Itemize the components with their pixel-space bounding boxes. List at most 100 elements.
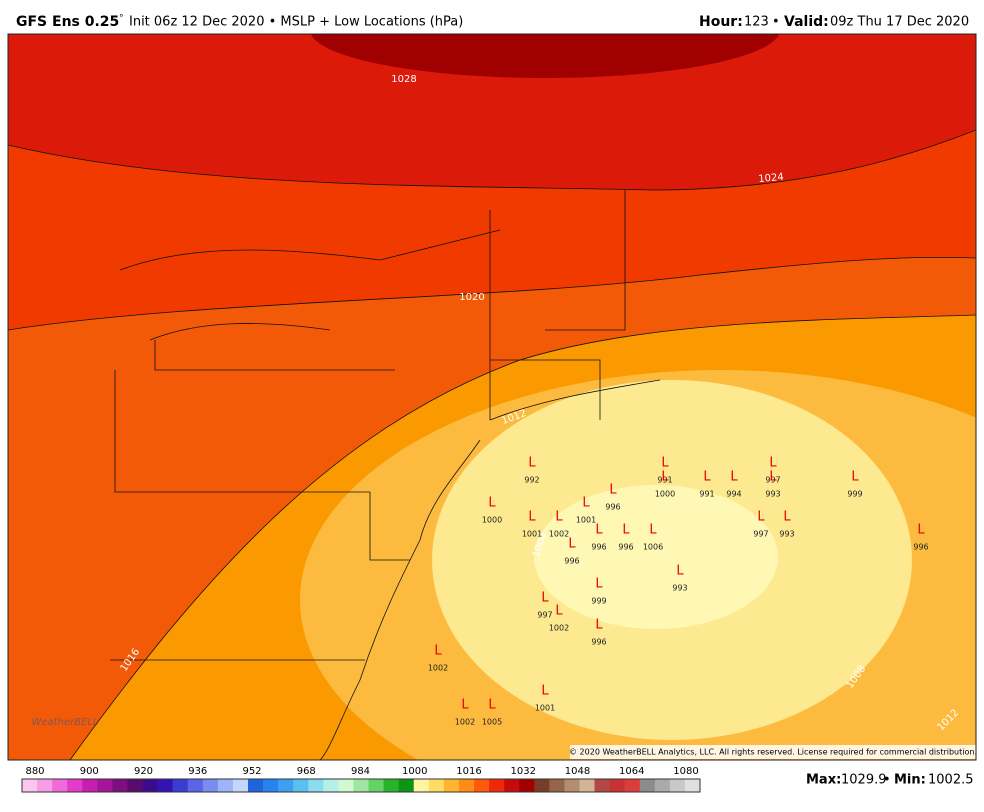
colorbar-swatch	[112, 779, 128, 792]
colorbar-swatch	[338, 779, 354, 792]
low-symbol: L	[676, 564, 684, 579]
colorbar-swatch	[474, 779, 490, 792]
low-symbol: L	[488, 698, 496, 713]
min: 1002.5	[928, 773, 974, 788]
colorbar-swatch	[549, 779, 565, 792]
logo: WeatherBELL	[31, 717, 98, 728]
low-pressure: 1000	[655, 490, 675, 499]
colorbar-tick-label: 1000	[402, 766, 427, 777]
description: Init 06z 12 Dec 2020 • MSLP + Low Locati…	[129, 15, 463, 30]
low-symbol: L	[461, 698, 469, 713]
low-symbol: L	[582, 496, 590, 511]
low-pressure: 997	[537, 611, 552, 620]
colorbar-swatch	[443, 779, 460, 792]
low-pressure: 996	[591, 543, 606, 552]
colorbar-swatch	[22, 779, 38, 792]
low-pressure: 996	[605, 503, 620, 512]
colorbar-tick-label: 952	[242, 766, 261, 777]
low-pressure: 991	[699, 490, 714, 499]
low-pressure: 1000	[482, 516, 502, 525]
colorbar-swatch	[609, 779, 625, 792]
colorbar-swatch	[142, 779, 158, 792]
low-symbol: L	[649, 523, 657, 538]
colorbar-tick-label: 1064	[619, 766, 644, 777]
degree: °	[119, 14, 124, 24]
colorbar-swatch	[368, 779, 384, 792]
low-pressure: 996	[618, 543, 633, 552]
low-pressure: 997	[765, 476, 780, 485]
colorbar-tick-label: 900	[80, 766, 99, 777]
low-symbol: L	[595, 618, 603, 633]
low-pressure: 1001	[535, 704, 555, 713]
low-pressure: 993	[779, 530, 794, 539]
colorbar-swatch	[52, 779, 68, 792]
low-symbol: L	[661, 470, 669, 485]
colorbar-swatch	[97, 779, 113, 792]
low-pressure: 993	[765, 490, 780, 499]
colorbar-tick-label: 1016	[456, 766, 481, 777]
low-pressure: 992	[524, 476, 539, 485]
low-pressure: 1002	[549, 530, 569, 539]
colorbar-swatch	[654, 779, 671, 792]
low-pressure: 991	[657, 476, 672, 485]
colorbar-swatch	[353, 779, 369, 792]
colorbar-swatch	[534, 779, 550, 792]
colorbar-swatch	[202, 779, 219, 792]
low-pressure: 1001	[576, 516, 596, 525]
colorbar-swatch	[308, 779, 324, 792]
colorbar-swatch	[639, 779, 656, 792]
colorbar-swatch	[519, 779, 535, 792]
low-symbol: L	[434, 644, 442, 659]
max-label: Max:	[806, 773, 841, 788]
low-symbol: L	[622, 523, 630, 538]
colorbar-swatch	[278, 779, 294, 792]
valid: 09z Thu 17 Dec 2020	[830, 15, 969, 30]
colorbar-swatch	[127, 779, 143, 792]
colorbar-swatch	[293, 779, 309, 792]
colorbar-swatch	[157, 779, 173, 792]
low-symbol: L	[769, 470, 777, 485]
low-symbol: L	[555, 510, 563, 525]
low-symbol: L	[609, 483, 617, 498]
colorbar-swatch	[458, 779, 475, 792]
colorbar-swatch	[172, 779, 189, 792]
low-symbol: L	[783, 510, 791, 525]
low-pressure: 1005	[482, 718, 502, 727]
hour-label: Hour:	[699, 14, 743, 30]
colorbar-swatch	[398, 779, 415, 792]
colorbar-swatch	[489, 779, 505, 792]
contour-label: 1020	[459, 292, 484, 303]
colorbar-swatch	[67, 779, 83, 792]
colorbar-swatch	[624, 779, 641, 792]
colorbar-swatch	[579, 779, 595, 792]
low-symbol: L	[488, 496, 496, 511]
min-label: Min:	[894, 773, 926, 788]
low-pressure: 1002	[549, 624, 569, 633]
low-symbol: L	[528, 456, 536, 471]
low-pressure: 996	[913, 543, 928, 552]
colorbar-swatch	[232, 779, 249, 792]
low-pressure: 996	[564, 557, 579, 566]
colorbar-swatch	[248, 779, 264, 792]
colorbar-swatch	[413, 779, 430, 792]
low-symbol: L	[555, 604, 563, 619]
colorbar-tick-label: 1048	[565, 766, 590, 777]
map-frame	[7, 33, 977, 761]
max: 1029.9	[841, 773, 887, 788]
low-pressure: 994	[726, 490, 741, 499]
colorbar-swatch	[383, 779, 399, 792]
low-pressure: 1001	[522, 530, 542, 539]
copyright: © 2020 WeatherBELL Analytics, LLC. All r…	[569, 748, 977, 757]
low-symbol: L	[528, 510, 536, 525]
colorbar-tick-label: 968	[297, 766, 316, 777]
contour-label: 1028	[391, 74, 416, 85]
low-pressure: 1006	[643, 543, 663, 552]
model-name: GFS Ens 0.25	[16, 14, 119, 30]
colorbar-swatch	[594, 779, 610, 792]
colorbar-tick-label: 936	[188, 766, 207, 777]
low-pressure: 993	[672, 584, 687, 593]
colorbar-swatch	[428, 779, 445, 792]
low-symbol: L	[917, 523, 925, 538]
low-symbol: L	[595, 577, 603, 592]
colorbar-swatch	[504, 779, 520, 792]
